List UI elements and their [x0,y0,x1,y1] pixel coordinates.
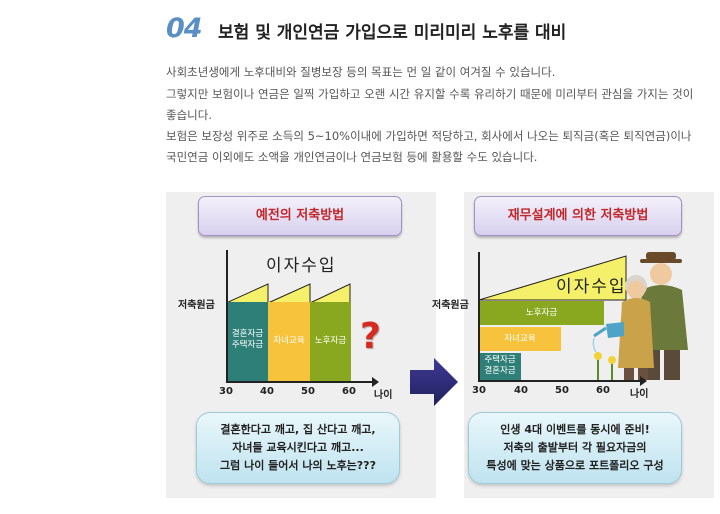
elderly-couple-illustration [592,252,688,380]
bubble-line: 그럼 나이 들어서 나의 노후는??? [220,459,376,472]
bar-education: 자녀교육 [268,302,310,382]
bar-marriage-housing: 결혼자금 주택자금 [227,302,268,382]
paragraph-line: 국민연금 이외에도 소액을 개인연금이나 연금보험 등에 활용할 수도 있습니다… [166,150,538,164]
bubble-line: 결혼한다고 깨고, 집 산다고 깨고, [220,423,376,436]
x-tick: 50 [301,386,315,397]
bar-housing-marriage: 주택자금 결혼자금 [479,353,521,380]
bar-label: 자녀교육 [273,336,305,346]
bar-label: 노후자금 [314,336,347,346]
planned-method-bubble: 인생 4대 이벤트를 동시에 준비! 저축의 출발부터 각 필요자금의 특성에 … [468,412,682,484]
x-tick: 50 [555,385,569,396]
x-axis-unit: 나이 [374,390,393,401]
paragraph-line: 사회초년생에게 노후대비와 질병보장 등의 목표는 먼 일 같이 여겨질 수 있… [166,65,556,79]
paragraph-line: 보험은 보장성 위주로 소득의 5~10%이내에 가입하면 적당하고, 회사에서… [166,129,692,143]
x-tick: 30 [472,385,486,396]
interest-triangle [478,255,627,301]
interest-label: 이자수입 [266,256,337,276]
planned-method-header: 재무설계에 의한 저축방법 [474,196,682,236]
y-axis-label: 저축원금 [432,300,469,311]
section-title: 보험 및 개인연금 가입으로 미리미리 노후를 대비 [218,23,567,43]
paragraph-line: 그렇지만 보험이나 연금은 일찍 가입하고 오랜 시간 유지할 수록 유리하기 … [166,87,694,101]
paragraph-line: 좋습니다. [166,108,212,122]
y-axis [226,250,228,383]
bar-label: 주택자금 [231,340,264,350]
x-tick: 40 [260,386,274,397]
section-number: 04 [166,13,203,44]
bar-label: 주택자금 [484,355,516,365]
bar-label: 결혼자금 [231,329,264,339]
old-method-bubble: 결혼한다고 깨고, 집 산다고 깨고, 자녀들 교육시킨다고 깨고... 그럼 … [196,412,400,484]
bar-retirement: 노후자금 [310,302,351,382]
bubble-line: 특성에 맞는 상품으로 포트폴리오 구성 [486,459,664,472]
bar-label: 결혼자금 [484,366,516,376]
x-tick: 40 [514,385,528,396]
question-mark-icon: ? [360,316,381,357]
x-tick: 30 [219,386,233,397]
x-tick: 60 [342,386,356,397]
bubble-line: 자녀들 교육시킨다고 깨고... [232,441,364,454]
y-axis [478,252,480,382]
bubble-line: 저축의 출발부터 각 필요자금의 [503,441,647,454]
bubble-line: 인생 4대 이벤트를 동시에 준비! [500,423,650,436]
x-axis-arrow-icon [372,377,379,387]
x-tick: 60 [596,385,610,396]
old-method-header: 예전의 저축방법 [198,196,402,236]
x-axis [226,381,376,383]
bar-education: 자녀교육 [479,327,561,351]
x-axis-unit: 나이 [630,389,649,400]
y-axis-label: 저축원금 [178,300,215,311]
bar-retirement: 노후자금 [479,301,604,325]
interest-label: 이자수입 [556,277,627,297]
x-axis [478,380,644,382]
right-arrow-icon [410,358,458,406]
x-axis-arrow-icon [640,376,647,386]
